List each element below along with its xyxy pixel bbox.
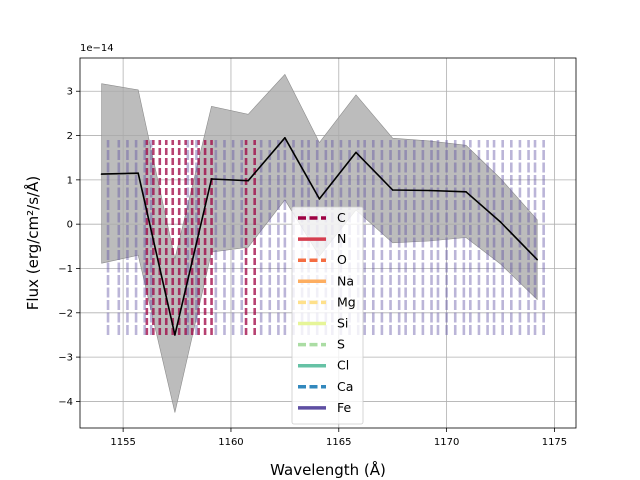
x-tick-label: 1155 (110, 437, 135, 448)
y-tick-label: 2 (67, 131, 73, 142)
flux-point (174, 334, 176, 336)
legend: CNO Na Mg Si S Cl Ca Fe (291, 206, 364, 425)
flux-point (355, 151, 357, 154)
y-tick-label: −3 (58, 353, 73, 364)
x-tick-label: 1170 (434, 437, 459, 448)
legend-label-ca: Ca (337, 379, 353, 394)
x-axis-label: Wavelength (Å) (270, 460, 386, 479)
flux-point (428, 189, 431, 192)
y-scale-label: 1e−14 (80, 43, 114, 54)
legend-label-n: N (337, 231, 346, 246)
flux-point (284, 136, 286, 139)
flux-point (499, 221, 502, 223)
flux-series (100, 136, 538, 336)
legend-label-si: Si (337, 316, 348, 331)
y-axis-ticks: 3 2 1 0 −1 −2 −3 −4 (58, 87, 80, 408)
x-tick-label: 1160 (218, 437, 243, 448)
y-tick-label: −4 (58, 397, 73, 408)
flux-point (137, 172, 140, 175)
legend-label-o: O (337, 252, 347, 267)
flux-point (391, 189, 394, 191)
flux-point (536, 258, 538, 261)
y-tick-label: 0 (67, 220, 73, 231)
flux-point (318, 198, 321, 200)
plot-frame (79, 57, 577, 429)
flux-point (247, 179, 250, 182)
legend-label-s: S (337, 337, 345, 352)
legend-label-na: Na (337, 273, 354, 288)
y-tick-label: −2 (58, 308, 73, 319)
legend-label-fe: Fe (337, 400, 352, 415)
flux-point (210, 178, 213, 180)
y-tick-label: −1 (58, 264, 73, 275)
x-tick-label: 1175 (542, 437, 567, 448)
legend-label-c: C (337, 210, 346, 225)
y-tick-label: 1 (67, 175, 73, 186)
flux-point (465, 191, 467, 193)
flux-point (100, 173, 103, 175)
y-tick-label: 3 (67, 87, 73, 98)
legend-label-mg: Mg (337, 294, 356, 309)
x-tick-label: 1165 (326, 437, 351, 448)
y-axis-label: Flux (erg/cm²/s/Å) (23, 176, 42, 310)
x-axis-ticks: 1155 1160 1165 1170 1175 (110, 428, 567, 448)
legend-label-cl: Cl (337, 358, 349, 373)
